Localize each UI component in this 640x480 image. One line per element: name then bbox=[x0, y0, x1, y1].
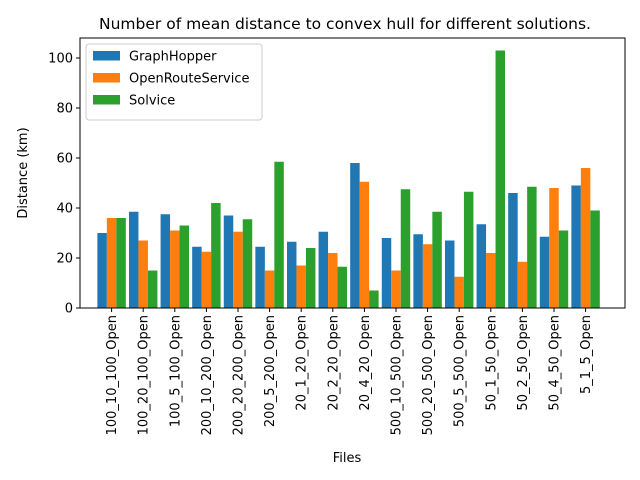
x-axis-label: Files bbox=[333, 451, 362, 466]
x-tick-label: 50_4_50_Open bbox=[548, 315, 563, 411]
y-tick-label: 40 bbox=[56, 202, 73, 217]
x-tick-label: 500_5_500_Open bbox=[453, 315, 468, 427]
bar-solvice-50_2_50_Open bbox=[527, 186, 537, 308]
legend-label-graphhopper: GraphHopper bbox=[129, 50, 217, 65]
x-tick-label: 500_10_500_Open bbox=[390, 315, 405, 435]
bar-graphhopper-20_1_20_Open bbox=[286, 241, 297, 308]
bar-graphhopper-20_4_20_Open bbox=[350, 163, 360, 308]
bar-graphhopper-500_5_500_Open bbox=[444, 240, 455, 308]
bar-graphhopper-50_4_50_Open bbox=[539, 236, 550, 308]
y-tick-label: 80 bbox=[56, 102, 73, 117]
bar-openrouteservice-20_1_20_Open bbox=[296, 265, 306, 308]
x-tick-label: 50_1_50_Open bbox=[484, 315, 499, 411]
x-tick-label: 20_1_20_Open bbox=[295, 315, 310, 411]
y-tick-label: 0 bbox=[65, 302, 73, 317]
legend-swatch-openrouteservice bbox=[93, 73, 120, 83]
legend-label-openrouteservice: OpenRouteService bbox=[129, 72, 250, 87]
bar-openrouteservice-50_4_50_Open bbox=[549, 188, 559, 308]
bar-openrouteservice-100_20_100_Open bbox=[138, 240, 148, 308]
bar-openrouteservice-200_20_200_Open bbox=[233, 231, 243, 308]
bar-graphhopper-50_2_50_Open bbox=[508, 193, 518, 308]
bars-group bbox=[97, 50, 600, 308]
x-tick-label: 20_2_20_Open bbox=[326, 315, 341, 411]
bar-graphhopper-100_5_100_Open bbox=[160, 214, 171, 308]
bar-solvice-100_10_100_Open bbox=[116, 218, 126, 308]
legend-swatch-solvice bbox=[93, 95, 120, 105]
bar-solvice-20_2_20_Open bbox=[337, 266, 348, 308]
bar-graphhopper-200_10_200_Open bbox=[192, 246, 202, 308]
bar-solvice-500_20_500_Open bbox=[432, 211, 442, 308]
x-tick-label: 100_5_100_Open bbox=[168, 315, 183, 427]
bar-graphhopper-200_20_200_Open bbox=[223, 215, 234, 308]
bar-openrouteservice-50_1_50_Open bbox=[486, 253, 496, 308]
y-axis: 0 20 40 60 80 100 bbox=[48, 52, 80, 317]
bar-solvice-200_20_200_Open bbox=[242, 219, 253, 308]
bar-solvice-200_5_200_Open bbox=[274, 161, 284, 308]
bar-solvice-20_1_20_Open bbox=[305, 248, 316, 308]
x-tick-label: 100_10_100_Open bbox=[105, 315, 120, 435]
bar-openrouteservice-5_1_5_Open bbox=[580, 168, 591, 308]
x-axis: 100_10_100_Open 100_20_100_Open 100_5_100_… bbox=[105, 308, 594, 435]
chart-title: Number of mean distance to convex hull f… bbox=[99, 15, 591, 33]
y-tick-label: 60 bbox=[56, 152, 73, 167]
x-tick-label: 500_20_500_Open bbox=[421, 315, 436, 435]
x-tick-label: 100_20_100_Open bbox=[137, 315, 152, 435]
x-tick-label: 20_4_20_Open bbox=[358, 315, 373, 411]
bar-solvice-500_5_500_Open bbox=[463, 191, 474, 308]
bar-solvice-50_1_50_Open bbox=[495, 50, 506, 308]
bar-openrouteservice-200_5_200_Open bbox=[264, 270, 275, 308]
bar-solvice-20_4_20_Open bbox=[369, 290, 379, 308]
bar-openrouteservice-100_5_100_Open bbox=[170, 230, 180, 308]
bar-openrouteservice-50_2_50_Open bbox=[517, 261, 528, 308]
bar-solvice-100_5_100_Open bbox=[179, 225, 190, 308]
legend-box bbox=[85, 43, 263, 121]
bar-graphhopper-100_20_100_Open bbox=[128, 211, 139, 308]
bar-openrouteservice-200_10_200_Open bbox=[201, 251, 212, 308]
bar-solvice-500_10_500_Open bbox=[400, 189, 411, 308]
bar-graphhopper-500_20_500_Open bbox=[413, 234, 423, 308]
plot-frame bbox=[79, 37, 626, 309]
bar-graphhopper-5_1_5_Open bbox=[571, 185, 581, 308]
bar-graphhopper-50_1_50_Open bbox=[476, 224, 487, 308]
y-tick-label: 20 bbox=[56, 252, 73, 267]
bar-openrouteservice-100_10_100_Open bbox=[106, 218, 117, 308]
bar-openrouteservice-500_10_500_Open bbox=[391, 270, 401, 308]
bar-openrouteservice-500_5_500_Open bbox=[454, 276, 464, 308]
bar-openrouteservice-500_20_500_Open bbox=[422, 244, 433, 308]
bar-solvice-200_10_200_Open bbox=[211, 203, 221, 308]
bar-solvice-5_1_5_Open bbox=[590, 210, 600, 308]
x-tick-label: 50_2_50_Open bbox=[516, 315, 531, 411]
bar-graphhopper-100_10_100_Open bbox=[97, 233, 107, 308]
bar-graphhopper-500_10_500_Open bbox=[381, 238, 392, 308]
bar-solvice-50_4_50_Open bbox=[558, 230, 569, 308]
bar-solvice-100_20_100_Open bbox=[147, 270, 158, 308]
legend: GraphHopper OpenRouteService Solvice bbox=[85, 43, 263, 121]
x-tick-label: 200_20_200_Open bbox=[232, 315, 247, 435]
bar-graphhopper-200_5_200_Open bbox=[255, 246, 265, 308]
legend-label-solvice: Solvice bbox=[129, 94, 175, 109]
bar-openrouteservice-20_4_20_Open bbox=[359, 181, 370, 308]
x-tick-label: 200_5_200_Open bbox=[263, 315, 278, 427]
y-axis-label: Distance (km) bbox=[16, 127, 31, 218]
x-tick-label: 200_10_200_Open bbox=[200, 315, 215, 435]
bar-graphhopper-20_2_20_Open bbox=[318, 231, 329, 308]
y-tick-label: 100 bbox=[48, 52, 73, 67]
legend-swatch-graphhopper bbox=[93, 51, 120, 61]
x-tick-label: 5_1_5_Open bbox=[579, 315, 594, 394]
bar-openrouteservice-20_2_20_Open bbox=[328, 253, 338, 308]
